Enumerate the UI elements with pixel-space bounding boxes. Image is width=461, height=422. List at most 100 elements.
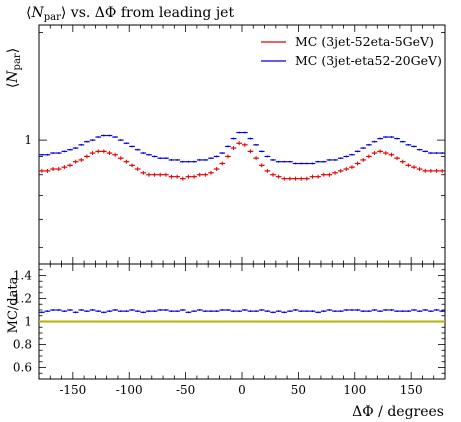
data-point-series-1 bbox=[196, 172, 203, 177]
data-point-series-1 bbox=[55, 167, 62, 172]
data-point-series-1 bbox=[106, 151, 113, 156]
data-point-series-1 bbox=[146, 172, 152, 177]
ratio-point-series-2 bbox=[315, 311, 321, 314]
data-point-series-1 bbox=[309, 174, 316, 179]
data-point-series-2 bbox=[191, 160, 197, 163]
data-point-series-2 bbox=[196, 159, 203, 161]
ratio-point-series-2 bbox=[247, 310, 254, 313]
data-point-series-2 bbox=[157, 157, 164, 160]
data-point-series-2 bbox=[123, 142, 130, 145]
data-point-series-1 bbox=[349, 165, 355, 170]
ratio-point-series-2 bbox=[157, 309, 164, 311]
data-point-series-2 bbox=[129, 145, 135, 148]
data-point-series-2 bbox=[101, 134, 107, 137]
ratio-point-series-2 bbox=[95, 310, 102, 313]
ratio-point-series-2 bbox=[129, 309, 135, 311]
data-point-series-1 bbox=[242, 142, 248, 147]
data-point-series-1 bbox=[168, 174, 175, 179]
data-point-series-2 bbox=[72, 147, 79, 149]
ratio-point-series-2 bbox=[411, 309, 417, 311]
ratio-point-series-2 bbox=[242, 309, 248, 311]
ratio-point-series-2 bbox=[275, 310, 282, 313]
ratio-point-series-2 bbox=[106, 310, 113, 313]
y-tick-label-main: 1 bbox=[24, 133, 32, 147]
data-point-series-1 bbox=[50, 167, 56, 172]
data-point-series-1 bbox=[78, 157, 85, 162]
data-point-series-1 bbox=[61, 165, 68, 170]
data-point-series-2 bbox=[219, 152, 226, 154]
ratio-point-series-2 bbox=[151, 310, 158, 313]
data-point-series-2 bbox=[349, 153, 355, 156]
data-point-series-1 bbox=[428, 168, 434, 173]
data-point-series-2 bbox=[309, 162, 316, 165]
data-point-series-1 bbox=[202, 172, 209, 177]
ratio-point-series-2 bbox=[112, 309, 118, 311]
ratio-point-series-2 bbox=[208, 310, 214, 313]
data-point-series-1 bbox=[292, 176, 299, 181]
data-point-series-2 bbox=[112, 136, 118, 138]
ratio-plot-panel: -150 -100 -50 0 50 100 150 0.6 0.8 1 1.2 1.4 bbox=[13, 263, 446, 397]
data-point-series-1 bbox=[163, 172, 169, 177]
data-point-series-2 bbox=[146, 153, 152, 156]
y-tick-label-ratio: 1 bbox=[24, 315, 32, 329]
data-point-series-2 bbox=[117, 139, 124, 142]
ratio-series-2 bbox=[39, 309, 445, 314]
ratio-point-series-2 bbox=[44, 310, 51, 313]
ratio-point-series-2 bbox=[270, 311, 276, 314]
x-tick-label: -150 bbox=[59, 383, 86, 397]
data-point-series-1 bbox=[332, 170, 338, 175]
data-point-series-1 bbox=[416, 167, 423, 172]
ratio-point-series-2 bbox=[84, 310, 90, 313]
ratio-point-series-2 bbox=[422, 309, 429, 311]
ratio-point-series-2 bbox=[366, 310, 372, 313]
data-point-series-2 bbox=[332, 159, 338, 161]
data-point-series-1 bbox=[377, 149, 383, 154]
data-point-series-2 bbox=[382, 136, 389, 138]
data-point-series-2 bbox=[106, 134, 113, 137]
ratio-point-series-2 bbox=[428, 310, 434, 313]
data-point-series-1 bbox=[151, 172, 158, 177]
ratio-point-series-2 bbox=[89, 309, 96, 311]
ratio-point-series-2 bbox=[287, 310, 293, 313]
y-tick-label-ratio: 0.8 bbox=[13, 338, 32, 352]
ratio-point-series-2 bbox=[349, 309, 355, 311]
data-point-series-1 bbox=[236, 141, 242, 146]
data-point-series-1 bbox=[191, 174, 197, 179]
data-point-series-1 bbox=[337, 168, 344, 173]
data-point-series-1 bbox=[129, 163, 135, 168]
data-point-series-2 bbox=[84, 140, 90, 143]
data-point-series-1 bbox=[399, 159, 406, 164]
data-point-series-1 bbox=[208, 170, 214, 175]
data-point-series-2 bbox=[281, 160, 288, 163]
y-axis-label-main: ⟨Npar⟩ bbox=[5, 48, 23, 88]
data-point-series-2 bbox=[89, 139, 96, 142]
data-point-series-2 bbox=[163, 157, 169, 160]
data-point-series-1 bbox=[89, 151, 96, 156]
data-point-series-1 bbox=[185, 174, 192, 179]
data-point-series-1 bbox=[67, 163, 73, 168]
x-tick-label: 100 bbox=[343, 383, 366, 397]
ratio-point-series-2 bbox=[360, 310, 367, 313]
data-point-series-1 bbox=[140, 170, 147, 175]
data-point-series-2 bbox=[422, 150, 429, 153]
y-tick-label-ratio: 1.4 bbox=[13, 269, 32, 283]
ratio-point-series-2 bbox=[382, 309, 389, 311]
data-point-series-2 bbox=[326, 159, 333, 161]
ratio-point-series-2 bbox=[230, 310, 237, 313]
ratio-point-series-2 bbox=[399, 310, 406, 313]
x-axis-label: ΔΦ / degrees bbox=[352, 404, 444, 420]
data-point-series-2 bbox=[225, 145, 231, 148]
y-axis-label-ratio: MC/data bbox=[6, 276, 21, 333]
data-point-series-2 bbox=[67, 148, 73, 151]
data-point-series-2 bbox=[202, 159, 209, 161]
ratio-point-series-2 bbox=[134, 310, 141, 313]
data-point-series-2 bbox=[354, 150, 361, 153]
data-point-series-2 bbox=[242, 131, 248, 134]
ratio-point-series-2 bbox=[298, 310, 305, 313]
data-point-series-1 bbox=[157, 172, 164, 177]
data-point-series-2 bbox=[140, 152, 147, 154]
ratio-point-series-2 bbox=[101, 311, 107, 314]
data-point-series-2 bbox=[168, 159, 175, 161]
data-point-series-2 bbox=[439, 152, 445, 154]
